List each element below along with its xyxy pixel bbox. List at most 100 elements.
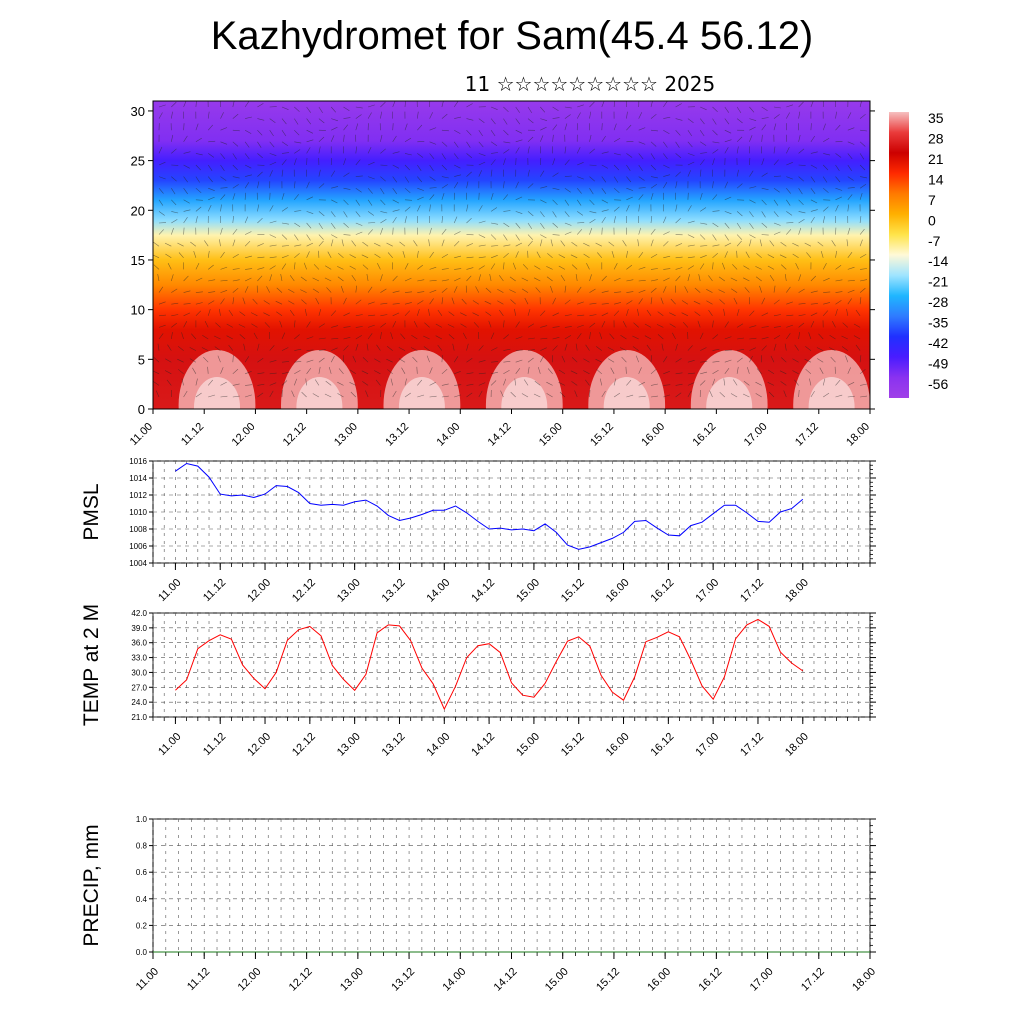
wind-vector — [376, 344, 381, 351]
wind-vector — [454, 384, 462, 386]
wind-vector — [478, 130, 483, 137]
wind-vector — [437, 344, 443, 351]
heatmap-panel: 0 5 10 15 20 25 30 11.00 11.12 12.00 12.12 13.00 13… — [128, 100, 875, 449]
wind-vector — [390, 378, 393, 386]
y-tick-label: 1010 — [129, 508, 147, 517]
wind-vector — [158, 324, 166, 328]
wind-vector — [709, 390, 713, 398]
wind-vector — [454, 268, 462, 270]
wind-vector — [810, 275, 817, 282]
wind-vector — [453, 216, 458, 224]
wind-vector — [675, 103, 682, 108]
x-tick-label: 15.12 — [559, 577, 587, 605]
x-tick-label: 17.12 — [799, 966, 827, 994]
y-tick-label: 5 — [138, 352, 145, 367]
wind-vector — [859, 287, 866, 293]
wind-vector — [633, 322, 639, 328]
wind-vector — [195, 277, 203, 282]
y-tick-label: 21.0 — [131, 713, 147, 722]
wind-vector — [718, 276, 725, 282]
wind-vector — [773, 335, 781, 340]
wind-vector — [303, 262, 307, 270]
wind-vector — [847, 252, 853, 258]
wind-vector — [586, 262, 590, 270]
wind-vector — [687, 170, 691, 177]
wind-vector — [675, 267, 683, 270]
wind-vector — [367, 211, 374, 216]
wind-vector — [207, 379, 213, 386]
wind-vector — [552, 337, 560, 340]
wind-vector — [343, 158, 346, 166]
wind-vector — [404, 277, 412, 282]
wind-vector — [749, 199, 756, 204]
wind-vector — [324, 393, 332, 398]
wind-vector — [609, 333, 615, 340]
wind-vector — [318, 309, 322, 316]
wind-vector — [552, 199, 558, 206]
wind-vector — [798, 188, 803, 195]
wind-vector — [663, 241, 669, 247]
wind-vector — [330, 310, 337, 317]
wind-vector — [257, 103, 264, 108]
wind-vector — [736, 222, 742, 230]
wind-vector — [478, 141, 484, 148]
wind-vector — [515, 349, 523, 351]
wind-vector — [404, 123, 408, 131]
wind-vector — [171, 188, 176, 195]
x-tick-label: 17.00 — [693, 731, 721, 759]
wind-vector — [577, 222, 585, 224]
wind-vector — [509, 276, 516, 282]
wind-vector — [510, 299, 516, 305]
wind-vector — [577, 211, 584, 216]
wind-vector — [202, 334, 209, 340]
wind-vector — [847, 367, 851, 374]
wind-vector — [466, 217, 472, 224]
wind-vector — [499, 275, 504, 282]
wind-vector — [732, 264, 738, 270]
wind-vector — [619, 347, 627, 351]
wind-vector — [232, 129, 240, 132]
wind-vector — [447, 324, 455, 328]
x-tick-label: 17.00 — [742, 421, 770, 449]
wind-vector — [736, 211, 743, 217]
wind-vector — [503, 348, 511, 351]
wind-vector — [724, 181, 728, 189]
wind-vector — [810, 290, 818, 293]
wind-vector — [429, 153, 435, 159]
wind-vector — [773, 285, 776, 293]
y-tick-label: 1006 — [129, 542, 147, 551]
wind-vector — [786, 176, 793, 180]
wind-vector — [253, 332, 258, 340]
wind-vector — [165, 253, 172, 259]
wind-vector — [601, 199, 609, 204]
wind-vector — [818, 333, 824, 340]
wind-vector — [523, 379, 529, 386]
wind-vector — [521, 288, 529, 293]
x-tick-label: 11.12 — [179, 421, 206, 448]
wind-vector — [441, 141, 448, 147]
wind-vector — [589, 322, 596, 328]
wind-vector — [183, 303, 191, 305]
wind-vector — [626, 176, 632, 183]
x-tick-label: 13.12 — [383, 421, 411, 449]
wind-vector — [724, 129, 732, 134]
wind-vector — [589, 134, 592, 142]
y-axis-label: PMSL — [80, 483, 103, 540]
wind-vector — [816, 347, 824, 351]
wind-vector — [607, 347, 615, 351]
wind-vector — [208, 264, 214, 270]
wind-vector — [611, 251, 615, 258]
wind-vector — [377, 262, 381, 270]
wind-vector — [638, 164, 643, 171]
wind-vector — [355, 343, 359, 351]
y-tick-label: 15 — [131, 253, 145, 268]
wind-vector — [736, 357, 743, 363]
wind-vector — [244, 240, 251, 247]
wind-vector — [195, 199, 203, 201]
wind-vector — [429, 164, 434, 171]
wind-vector — [171, 288, 178, 293]
wind-vector — [232, 164, 238, 171]
wind-vector — [823, 277, 830, 282]
wind-vector — [503, 158, 506, 166]
